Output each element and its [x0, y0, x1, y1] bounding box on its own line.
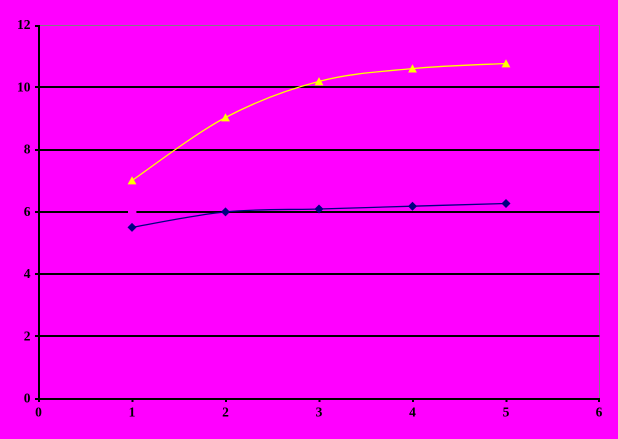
svg-text:1: 1: [129, 405, 136, 420]
svg-text:6: 6: [596, 405, 603, 420]
svg-text:3: 3: [316, 405, 323, 420]
svg-text:5: 5: [503, 405, 510, 420]
svg-text:0: 0: [24, 391, 31, 406]
svg-text:4: 4: [24, 266, 31, 281]
svg-text:0: 0: [35, 405, 42, 420]
svg-text:2: 2: [222, 405, 229, 420]
svg-text:12: 12: [17, 17, 31, 32]
svg-text:8: 8: [24, 142, 31, 157]
svg-text:6: 6: [24, 204, 31, 219]
svg-text:2: 2: [24, 328, 31, 343]
svg-text:4: 4: [409, 405, 416, 420]
svg-text:10: 10: [17, 79, 31, 94]
